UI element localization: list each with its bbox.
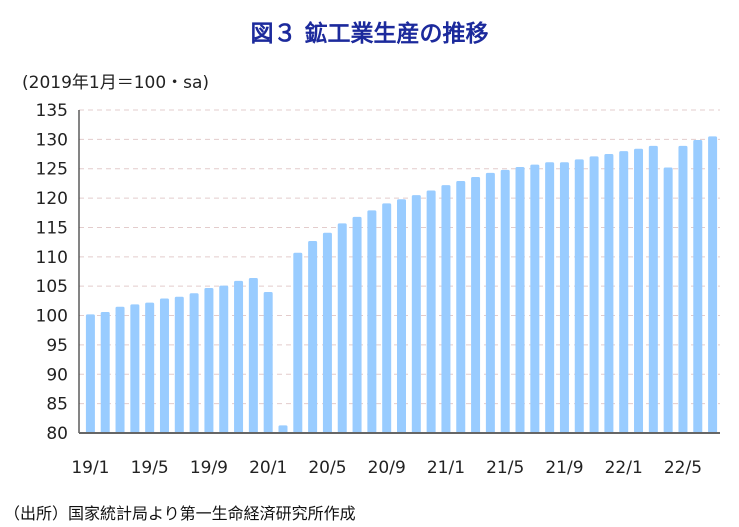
- x-tick-label: 19/5: [131, 458, 169, 478]
- bar-21-6: [515, 166, 525, 433]
- bar-22-7: [708, 136, 718, 433]
- bar-19-11: [234, 280, 244, 433]
- y-tick-label: 125: [36, 160, 68, 180]
- x-tick-label: 21/9: [545, 458, 583, 478]
- bar-19-7: [174, 296, 184, 433]
- x-tick-label: 20/9: [368, 458, 406, 478]
- bar-21-11: [589, 156, 599, 434]
- bar-22-1: [619, 151, 629, 434]
- bar-19-5: [145, 302, 155, 433]
- source-note: （出所）国家統計局より第一生命経済研究所作成: [4, 504, 356, 523]
- bar-20-6: [337, 223, 347, 433]
- x-tick-label: 21/5: [486, 458, 524, 478]
- bar-20-1: [263, 292, 273, 433]
- y-tick-label: 130: [36, 130, 68, 150]
- bar-20-5: [322, 232, 332, 433]
- chart-title: 図３ 鉱工業生産の推移: [250, 21, 489, 47]
- y-tick-label: 135: [36, 101, 68, 121]
- bar-20-12: [426, 190, 436, 433]
- x-tick-label: 22/5: [664, 458, 702, 478]
- bar-20-8: [367, 210, 377, 433]
- y-tick-label: 105: [36, 277, 68, 297]
- bar-21-12: [604, 154, 614, 433]
- bar-19-12: [248, 277, 258, 433]
- bar-21-8: [545, 162, 555, 433]
- y-tick-label: 120: [36, 189, 68, 209]
- bar-21-5: [500, 169, 510, 433]
- y-tick-label: 90: [46, 365, 68, 385]
- bar-20-4: [308, 240, 318, 433]
- bar-22-6: [693, 139, 703, 433]
- bar-20-7: [352, 216, 362, 433]
- bar-22-3: [648, 145, 658, 433]
- bar-21-2: [456, 181, 466, 433]
- y-tick-label: 95: [46, 336, 68, 356]
- bar-21-1: [441, 185, 451, 433]
- bar-19-2: [100, 312, 110, 433]
- bar-19-9: [204, 287, 214, 433]
- bar-22-2: [634, 148, 644, 433]
- x-tick-label: 20/5: [308, 458, 346, 478]
- bar-20-3: [293, 252, 303, 433]
- bar-20-2: [278, 425, 288, 433]
- x-tick-label: 19/9: [190, 458, 228, 478]
- bar-21-3: [471, 176, 481, 433]
- x-tick-label: 19/1: [71, 458, 109, 478]
- x-tick-label: 20/1: [249, 458, 287, 478]
- bar-19-10: [219, 285, 229, 433]
- y-tick-label: 80: [46, 424, 68, 444]
- bar-21-4: [485, 172, 495, 433]
- bar-22-5: [678, 145, 688, 433]
- y-tick-label: 85: [46, 395, 68, 415]
- bar-19-6: [159, 298, 169, 433]
- bar-21-7: [530, 164, 540, 433]
- bar-21-10: [574, 159, 584, 433]
- bar-19-8: [189, 293, 199, 433]
- x-tick-label: 22/1: [605, 458, 643, 478]
- bar-19-4: [130, 304, 140, 433]
- bar-21-9: [559, 162, 569, 433]
- bar-20-11: [411, 195, 421, 433]
- x-tick-label: 21/1: [427, 458, 465, 478]
- y-axis-unit-label: (2019年1月＝100・sa): [22, 73, 210, 93]
- bar-22-4: [663, 167, 673, 433]
- y-tick-label: 110: [36, 248, 68, 268]
- y-tick-label: 115: [36, 218, 68, 238]
- bar-19-1: [85, 314, 95, 433]
- bar-20-9: [382, 203, 392, 433]
- y-tick-label: 100: [36, 307, 68, 327]
- bar-19-3: [115, 306, 125, 433]
- bar-20-10: [397, 199, 406, 433]
